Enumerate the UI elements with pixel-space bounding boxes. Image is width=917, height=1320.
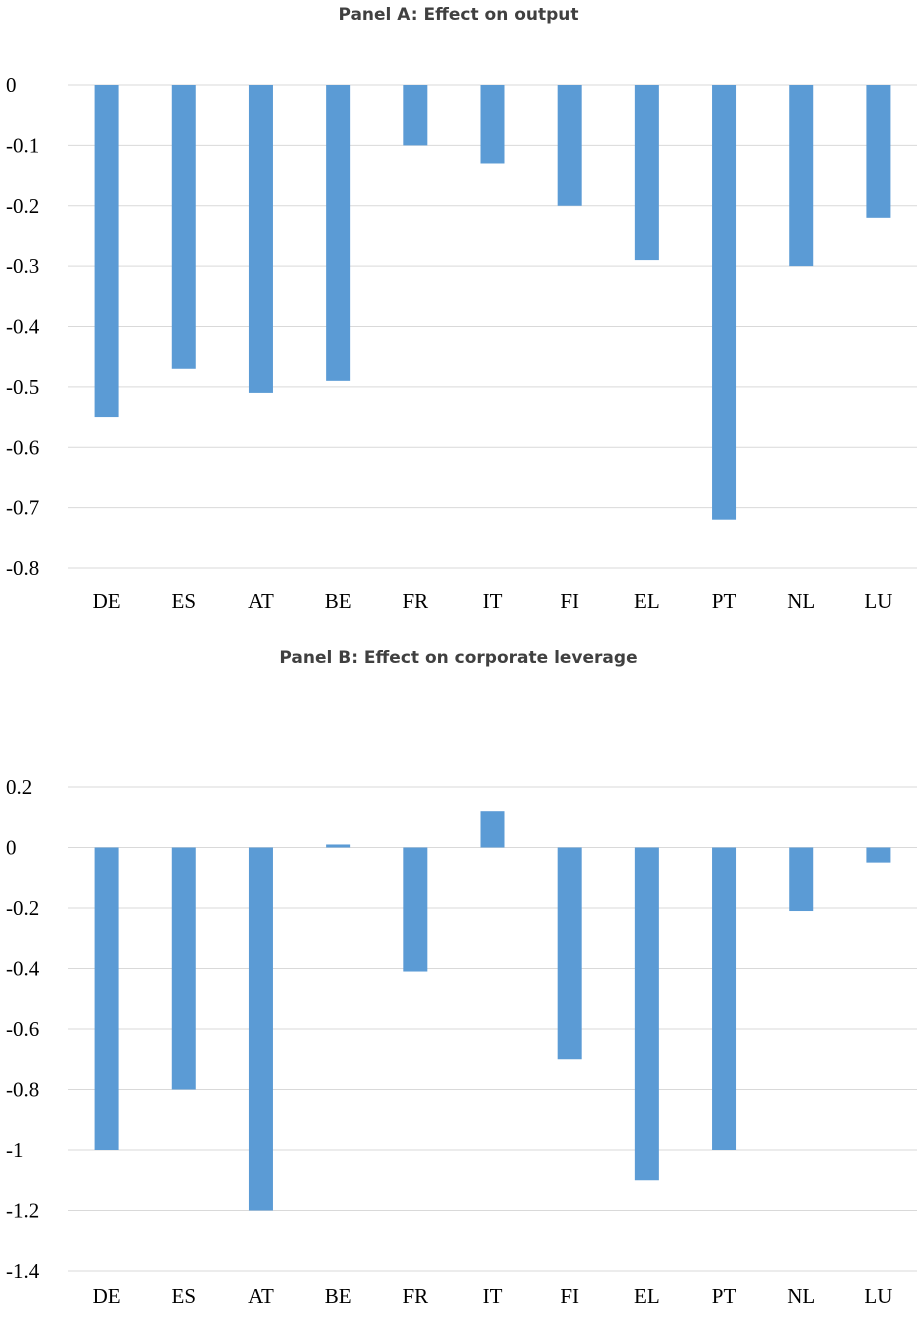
bar-pt <box>712 85 737 520</box>
x-tick-label: FR <box>402 589 428 613</box>
y-tick-label: -0.7 <box>6 496 39 520</box>
x-tick-label: IT <box>483 1284 503 1308</box>
x-tick-label: DE <box>93 1284 121 1308</box>
x-tick-label: BE <box>325 1284 352 1308</box>
y-tick-label: -0.4 <box>6 957 40 981</box>
y-tick-label: -0.4 <box>6 315 40 339</box>
bar-nl <box>789 847 814 912</box>
y-tick-label: -0.1 <box>6 133 39 157</box>
bar-fi <box>557 847 582 1060</box>
x-tick-label: NL <box>787 1284 815 1308</box>
bar-nl <box>789 85 814 267</box>
bar-fr <box>403 847 428 972</box>
x-tick-label: DE <box>93 589 121 613</box>
bar-be <box>326 85 351 381</box>
y-tick-label: -0.2 <box>6 896 39 920</box>
y-tick-label: -0.8 <box>6 556 39 580</box>
bar-pt <box>712 847 737 1150</box>
x-tick-label: FI <box>560 1284 579 1308</box>
bar-fi <box>557 85 582 206</box>
bar-lu <box>866 85 891 218</box>
x-tick-label: IT <box>483 589 503 613</box>
y-tick-label: -0.6 <box>6 435 39 459</box>
x-tick-label: PT <box>712 1284 737 1308</box>
x-tick-label: NL <box>787 589 815 613</box>
x-tick-label: EL <box>634 1284 660 1308</box>
y-tick-label: -1.4 <box>6 1259 40 1283</box>
bar-de <box>94 85 119 418</box>
y-tick-label: 0 <box>6 836 17 860</box>
y-tick-label: -0.3 <box>6 254 39 278</box>
y-tick-label: 0.2 <box>6 775 32 799</box>
bar-it <box>480 85 505 164</box>
bar-es <box>171 847 196 1090</box>
x-tick-label: LU <box>864 1284 892 1308</box>
x-tick-label: AT <box>248 1284 274 1308</box>
x-tick-label: ES <box>172 1284 197 1308</box>
bar-el <box>634 85 659 261</box>
y-tick-label: -0.5 <box>6 375 39 399</box>
x-tick-label: FI <box>560 589 579 613</box>
bar-it <box>480 811 505 848</box>
bar-es <box>171 85 196 369</box>
x-tick-label: EL <box>634 589 660 613</box>
bar-at <box>248 847 273 1211</box>
bar-de <box>94 847 119 1150</box>
y-tick-label: -0.8 <box>6 1078 39 1102</box>
x-tick-label: AT <box>248 589 274 613</box>
y-tick-label: -1.2 <box>6 1199 39 1223</box>
bar-at <box>248 85 273 393</box>
x-tick-label: BE <box>325 589 352 613</box>
x-tick-label: PT <box>712 589 737 613</box>
y-tick-label: -1 <box>6 1138 24 1162</box>
y-tick-label: -0.6 <box>6 1017 39 1041</box>
panel-b-title: Panel B: Effect on corporate leverage <box>279 648 638 668</box>
x-tick-label: LU <box>864 589 892 613</box>
bar-be <box>326 844 351 848</box>
panel-b-chart: 0.2 0 -0.2 -0.4 -0.6 -0.8 -1 -1.2 -1.4 DE ES AT BE FR… <box>6 775 917 1308</box>
bar-fr <box>403 85 428 146</box>
bar-el <box>634 847 659 1181</box>
panel-a-chart: 0 -0.1 -0.2 -0.3 -0.4 -0.5 -0.6 -0.7 -0.8 DE ES AT B… <box>6 73 917 613</box>
x-tick-label: FR <box>402 1284 428 1308</box>
x-tick-label: ES <box>172 589 197 613</box>
y-tick-label: -0.2 <box>6 194 39 218</box>
bar-lu <box>866 847 891 863</box>
y-tick-label: 0 <box>6 73 17 97</box>
panel-a-title: Panel A: Effect on output <box>338 5 579 25</box>
